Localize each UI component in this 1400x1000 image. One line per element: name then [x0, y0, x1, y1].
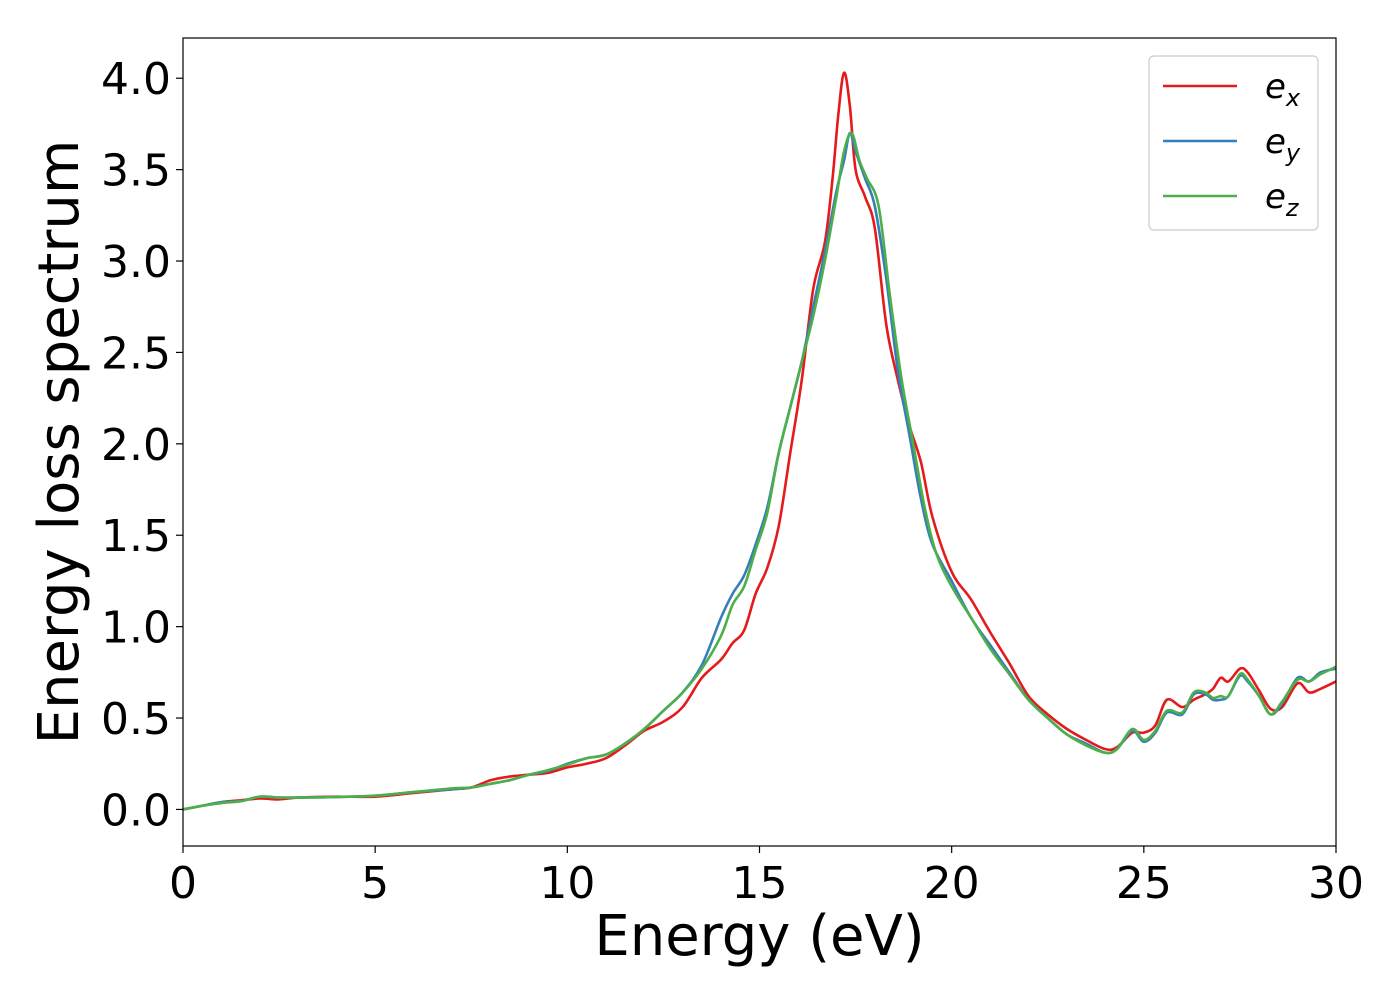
y-tick-label: 0.5 — [101, 694, 171, 745]
y-tick-label: 1.5 — [101, 511, 171, 562]
legend-label-subscript: y — [1285, 139, 1301, 167]
y-tick-label: 3.5 — [101, 146, 171, 197]
legend-label-x: ex — [1265, 67, 1301, 112]
y-tick-label: 2.0 — [101, 420, 171, 471]
legend-label-subscript: z — [1285, 194, 1300, 222]
x-axis-ticks: 0 5 10 15 20 25 30 — [169, 846, 1364, 909]
legend-box — [1148, 55, 1319, 231]
x-tick-label: 10 — [539, 858, 595, 909]
y-tick-label: 1.0 — [101, 603, 171, 654]
y-axis-label: Energy loss spectrum — [27, 140, 92, 745]
y-tick-label: 0.0 — [101, 785, 171, 836]
legend-label-base: e — [1265, 122, 1286, 162]
x-axis-label: Energy (eV) — [594, 904, 924, 969]
series-layer — [182, 71, 1337, 811]
x-tick-label: 25 — [1116, 858, 1172, 909]
y-tick-label: 4.0 — [101, 54, 171, 105]
series-line-x — [182, 71, 1337, 811]
y-tick-label: 3.0 — [101, 237, 171, 288]
legend-label-base: e — [1265, 177, 1286, 217]
x-tick-label: 20 — [924, 858, 980, 909]
y-axis-ticks: 0.0 0.5 1.0 1.5 2.0 2.5 3.0 3.5 4.0 — [101, 54, 183, 836]
x-tick-label: 5 — [361, 858, 389, 909]
legend-label-z: ez — [1265, 177, 1300, 222]
y-tick-label: 2.5 — [101, 328, 171, 379]
x-tick-label: 15 — [732, 858, 788, 909]
legend-label-subscript: x — [1285, 84, 1301, 112]
series-line-z — [182, 131, 1337, 811]
x-tick-label: 30 — [1308, 858, 1364, 909]
legend-label-y: ey — [1265, 122, 1301, 167]
x-tick-label: 0 — [169, 858, 197, 909]
legend-label-base: e — [1265, 67, 1286, 107]
